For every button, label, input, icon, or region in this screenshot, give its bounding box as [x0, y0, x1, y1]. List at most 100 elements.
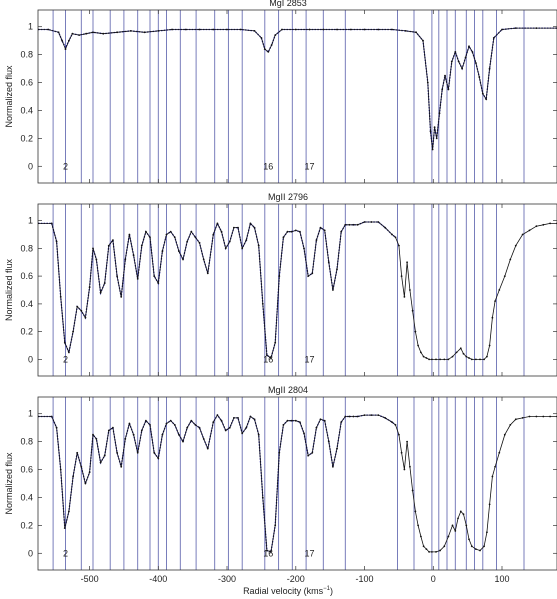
component-label: 17 — [304, 161, 314, 171]
y-axis-label: Normalized flux — [4, 258, 14, 321]
data-point — [462, 513, 465, 516]
data-point — [322, 28, 325, 31]
data-point — [202, 438, 205, 440]
data-point — [498, 451, 501, 454]
data-point — [249, 415, 252, 418]
y-tick-label: 0.4 — [20, 106, 33, 116]
data-point — [542, 415, 545, 418]
data-point — [514, 244, 517, 247]
chart-panel: MgII 2796 0 0.2 0.4 0.6 0.8 1 Normalized flux 2 1… — [4, 192, 557, 377]
y-tick-label: 0.8 — [20, 50, 33, 60]
panel-title: MgII 2796 — [268, 192, 308, 202]
data-point — [112, 239, 114, 242]
plot-frame — [37, 9, 557, 184]
data-point — [348, 415, 351, 418]
chart-panel: MgII 2804 0 0.2 0.4 0.6 0.8 1 -500 -400 -300 -200 -… — [4, 385, 557, 584]
data-point — [462, 352, 465, 355]
data-point — [486, 531, 488, 534]
data-point — [228, 426, 231, 429]
data-point — [261, 496, 264, 499]
data-point — [107, 429, 110, 432]
data-point — [102, 32, 105, 35]
component-label: 16 — [263, 161, 273, 171]
y-axis-label: Normalized flux — [4, 452, 14, 515]
data-point — [319, 418, 322, 421]
data-point — [169, 419, 172, 422]
data-point — [303, 432, 305, 435]
data-point — [411, 489, 414, 492]
data-point — [149, 236, 151, 239]
data-point — [447, 358, 450, 361]
data-point — [257, 433, 260, 436]
data-point — [260, 37, 263, 39]
data-point — [88, 471, 91, 474]
data-point — [483, 545, 485, 548]
data-point — [182, 440, 184, 443]
x-tick-label: -200 — [287, 574, 305, 584]
data-point — [299, 230, 301, 233]
data-point — [514, 27, 517, 29]
data-point — [233, 226, 235, 229]
data-point — [57, 31, 60, 34]
data-point — [391, 28, 393, 31]
data-point — [190, 419, 193, 422]
data-point — [263, 48, 266, 50]
y-tick-label: 0.6 — [20, 271, 33, 281]
data-point — [112, 426, 114, 429]
data-point — [38, 28, 39, 31]
data-point — [173, 236, 176, 239]
data-point — [528, 415, 531, 418]
y-tick-label: 0.4 — [20, 493, 33, 503]
data-point — [303, 247, 305, 250]
panel-title: MgII 2804 — [268, 385, 308, 395]
component-label: 2 — [63, 354, 68, 364]
data-point — [307, 275, 310, 277]
data-point — [470, 358, 473, 361]
data-point — [332, 289, 334, 291]
data-point — [370, 221, 373, 223]
data-point — [356, 223, 359, 226]
data-point — [92, 247, 94, 250]
data-point — [433, 126, 436, 129]
data-point — [447, 535, 450, 538]
data-point — [494, 465, 496, 468]
data-point — [120, 465, 123, 468]
data-point — [107, 244, 110, 247]
data-point — [171, 28, 173, 31]
data-point — [63, 527, 66, 529]
data-point — [76, 305, 79, 308]
data-point — [274, 524, 277, 527]
data-point — [216, 222, 219, 225]
data-point — [468, 45, 470, 48]
data-point — [161, 250, 164, 253]
data-point — [173, 424, 176, 426]
data-point — [198, 28, 201, 31]
data-point — [68, 39, 70, 42]
data-point — [431, 148, 434, 151]
y-tick-label: 0 — [28, 354, 33, 364]
data-point — [414, 510, 417, 513]
data-point — [327, 440, 330, 443]
y-tick-label: 1 — [28, 409, 33, 419]
data-point — [92, 433, 94, 436]
data-point — [212, 233, 215, 236]
data-point — [400, 275, 403, 277]
data-point — [239, 28, 242, 31]
data-point — [129, 30, 132, 32]
data-point — [186, 426, 189, 429]
data-point — [384, 417, 386, 419]
data-point — [535, 415, 538, 418]
y-tick-label: 0.8 — [20, 437, 33, 447]
data-point — [422, 39, 424, 42]
data-point — [241, 432, 244, 435]
data-point — [457, 60, 460, 63]
data-point — [128, 422, 131, 425]
data-point — [237, 226, 239, 229]
data-point — [253, 30, 256, 32]
data-point — [481, 92, 484, 95]
data-point — [485, 98, 488, 101]
data-point — [299, 421, 301, 423]
data-point — [454, 51, 457, 53]
data-point — [414, 330, 417, 333]
data-point — [398, 244, 400, 247]
